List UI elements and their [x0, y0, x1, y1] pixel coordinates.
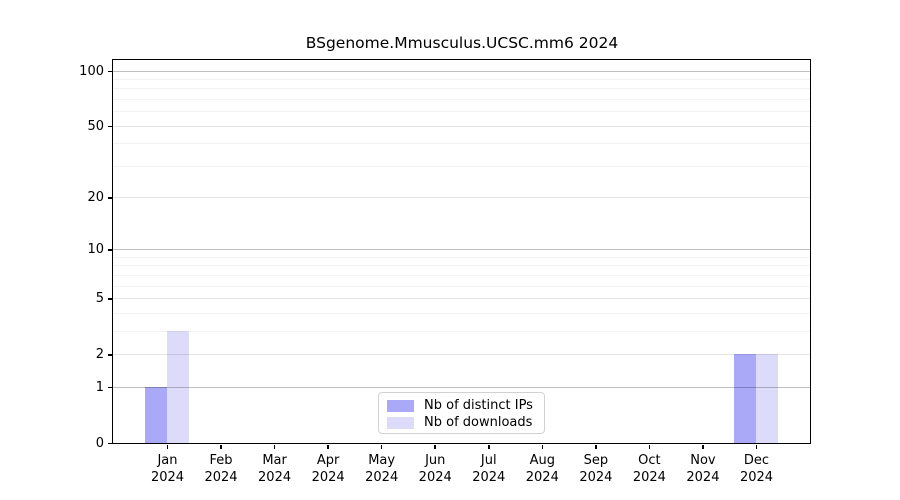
bar-distinct-ips-jan [145, 387, 167, 443]
y-tick-label-2: 2 [95, 346, 104, 362]
y-tick-label-0: 0 [95, 435, 104, 451]
x-tick-jun [434, 445, 436, 449]
x-tick-label-jan: Jan 2024 [150, 453, 185, 485]
y-tick-label-1: 1 [95, 379, 104, 395]
legend-item-distinct-ips: Nb of distinct IPs [387, 397, 536, 414]
x-tick-dec [755, 445, 758, 449]
legend-label-downloads: Nb of downloads [424, 415, 533, 430]
x-tick-label-aug: Aug 2024 [525, 453, 559, 485]
x-tick-label-jun: Jun 2024 [418, 453, 452, 485]
x-tick-label-sep: Sep 2024 [579, 453, 613, 485]
y-tick-label-50: 50 [87, 118, 104, 134]
gridline-3 [113, 330, 810, 332]
gridline-4 [113, 312, 810, 314]
gridline-9 [113, 256, 810, 258]
x-tick-label-oct: Oct 2024 [632, 453, 666, 485]
plot-area [112, 59, 811, 444]
gridline-60 [113, 111, 810, 113]
x-tick-aug [541, 445, 544, 449]
bar-downloads-jan [167, 331, 189, 443]
x-tick-nov [702, 445, 704, 449]
gridline-40 [113, 143, 810, 145]
gridline-70 [113, 98, 810, 100]
gridline-10 [113, 249, 810, 251]
y-tick-label-10: 10 [87, 242, 104, 258]
gridline-6 [113, 285, 810, 287]
legend-item-downloads: Nb of downloads [387, 414, 536, 431]
legend: Nb of distinct IPs Nb of downloads [378, 392, 545, 434]
gridline-7 [113, 274, 810, 276]
x-tick-may [380, 445, 383, 449]
bar-distinct-ips-dec [733, 354, 756, 443]
gridline-1 [113, 386, 810, 388]
y-tick-0 [108, 442, 112, 445]
x-tick-apr [327, 445, 329, 449]
y-tick-10 [108, 249, 112, 251]
y-tick-label-5: 5 [95, 291, 104, 307]
x-tick-label-mar: Mar 2024 [258, 453, 292, 485]
gridline-50 [113, 125, 810, 127]
bar-downloads-dec [755, 354, 778, 443]
gridline-80 [113, 88, 810, 90]
x-tick-label-dec: Dec 2024 [739, 453, 774, 485]
x-tick-sep [595, 445, 597, 449]
x-tick-label-apr: Apr 2024 [311, 453, 345, 485]
chart-title: BSgenome.Mmusculus.UCSC.mm6 2024 [305, 34, 619, 52]
x-tick-label-feb: Feb 2024 [204, 453, 238, 485]
y-tick-5 [108, 298, 112, 300]
gridline-5 [113, 298, 810, 300]
x-tick-label-jul: Jul 2024 [472, 453, 506, 485]
x-tick-feb [220, 445, 222, 449]
y-tick-50 [108, 125, 112, 128]
legend-label-distinct-ips: Nb of distinct IPs [424, 398, 533, 413]
gridline-30 [113, 165, 810, 167]
x-tick-mar [273, 445, 276, 449]
gridline-90 [113, 78, 810, 80]
y-tick-20 [108, 197, 112, 199]
legend-swatch-downloads [387, 416, 414, 429]
y-tick-2 [108, 354, 112, 356]
legend-swatch-distinct-ips [387, 399, 414, 412]
x-tick-jul [488, 445, 490, 449]
y-tick-label-100: 100 [79, 63, 104, 79]
y-tick-100 [108, 70, 112, 73]
gridline-20 [113, 197, 810, 199]
gridline-100 [113, 70, 810, 72]
gridline-2 [113, 353, 810, 355]
x-tick-oct [648, 445, 651, 449]
gridline-8 [113, 265, 810, 267]
y-tick-1 [108, 386, 112, 389]
x-tick-label-may: May 2024 [365, 453, 399, 485]
y-tick-label-20: 20 [87, 190, 104, 206]
x-tick-label-nov: Nov 2024 [686, 453, 720, 485]
x-tick-jan [166, 445, 169, 449]
